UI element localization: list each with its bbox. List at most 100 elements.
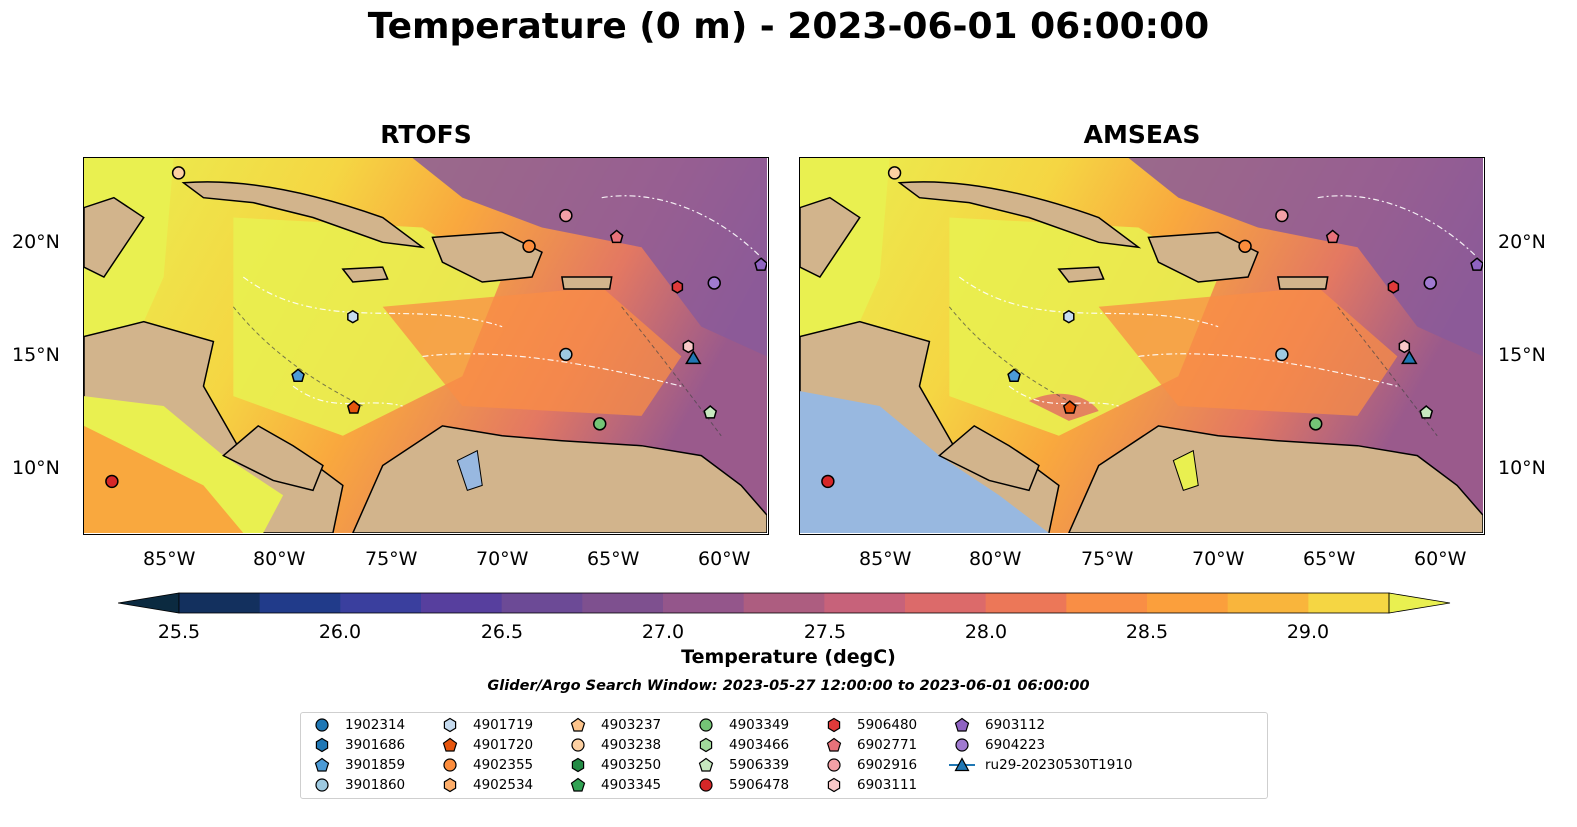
legend-item: 6904223 (949, 735, 1045, 755)
colorbar-tick-label: 27.5 (803, 621, 847, 643)
legend-label: 4903238 (601, 737, 662, 753)
colorbar-segment (1227, 593, 1309, 613)
circle-marker-icon (315, 778, 329, 792)
legend-label: 4902355 (473, 757, 534, 773)
colorbar-segment (663, 593, 745, 613)
hexagon-marker-icon (699, 737, 713, 753)
legend-item: 6903111 (821, 775, 917, 795)
colorbar-segment (1066, 593, 1148, 613)
pentagon-marker-icon (826, 737, 842, 752)
circle-marker-icon (827, 758, 841, 772)
colorbar-segment (743, 593, 825, 613)
colorbar-title: Temperature (degC) (681, 646, 896, 668)
legend-label: 1902314 (345, 717, 406, 733)
rtofs-map-canvas (83, 158, 768, 534)
circle-marker-icon (699, 718, 713, 732)
x-tick-label: 65°W (587, 548, 640, 570)
legend-item: 6902916 (821, 755, 917, 775)
colorbar-outline (178, 592, 1390, 614)
hexagon-marker-icon (443, 777, 457, 793)
legend-label: 4903349 (729, 717, 790, 733)
x-tick-label: 60°W (1414, 548, 1467, 570)
legend-item: 3901859 (309, 755, 405, 775)
legend-label: 6904223 (985, 737, 1046, 753)
colorbar-tick-label: 28.5 (1125, 621, 1169, 643)
legend-label: 6903111 (857, 777, 918, 793)
legend-label: 5906480 (857, 717, 918, 733)
x-tick-label: 85°W (859, 548, 912, 570)
y-tick-label: 15°N (12, 344, 60, 366)
circle-marker-icon (571, 738, 585, 752)
hexagon-marker-icon (443, 717, 457, 733)
colorbar-extend-low (118, 592, 180, 614)
colorbar-segment (1147, 593, 1229, 613)
legend-label: 6903112 (985, 717, 1046, 733)
legend-item: 4903250 (565, 755, 661, 775)
legend-item: 4903349 (693, 715, 789, 735)
x-tick-label: 80°W (969, 548, 1022, 570)
legend-item: 4902534 (437, 775, 533, 795)
colorbar-segment (1308, 593, 1390, 613)
legend-item: 3901686 (309, 735, 405, 755)
legend-label: 3901860 (345, 777, 406, 793)
x-tick-label: 85°W (143, 548, 196, 570)
colorbar (118, 592, 1451, 614)
x-tick-label: 65°W (1303, 548, 1356, 570)
legend-item: 1902314 (309, 715, 405, 735)
legend-item: 4903238 (565, 735, 661, 755)
pentagon-marker-icon (698, 757, 714, 772)
legend-label: ru29-20230530T1910 (985, 757, 1133, 773)
legend-label: 4901720 (473, 737, 534, 753)
colorbar-tick-label: 28.0 (964, 621, 1008, 643)
colorbar-segment (179, 593, 261, 613)
colorbar-tick-label: 27.0 (641, 621, 685, 643)
circle-marker-icon (315, 718, 329, 732)
pentagon-marker-icon (570, 777, 586, 792)
colorbar-segment (421, 593, 503, 613)
hexagon-marker-icon (315, 737, 329, 753)
colorbar-segment (905, 593, 987, 613)
colorbar-segment (501, 593, 583, 613)
amseas-map-canvas (799, 158, 1484, 534)
colorbar-tick-label: 26.0 (318, 621, 362, 643)
legend-label: 4902534 (473, 777, 534, 793)
pentagon-marker-icon (570, 717, 586, 732)
panel-title-rtofs: RTOFS (380, 120, 472, 149)
rtofs-markers (105, 166, 768, 489)
x-tick-label: 80°W (253, 548, 306, 570)
x-tick-label: 70°W (476, 548, 529, 570)
legend-label: 4903345 (601, 777, 662, 793)
colorbar-tick-label: 25.5 (157, 621, 201, 643)
circle-marker-icon (699, 778, 713, 792)
legend-item: ru29-20230530T1910 (949, 755, 1132, 775)
legend-item: 5906478 (693, 775, 789, 795)
amseas-map (799, 157, 1485, 535)
colorbar-segment (340, 593, 422, 613)
legend-item: 4902355 (437, 755, 533, 775)
legend-item: 4903237 (565, 715, 661, 735)
rtofs-map (83, 157, 769, 535)
pentagon-marker-icon (314, 757, 330, 772)
legend-label: 3901686 (345, 737, 406, 753)
circle-marker-icon (955, 738, 969, 752)
legend-label: 4901719 (473, 717, 534, 733)
colorbar-segment (824, 593, 906, 613)
colorbar-segment (259, 593, 341, 613)
legend-item: 4901720 (437, 735, 533, 755)
amseas-markers (821, 166, 1484, 489)
x-tick-label: 75°W (365, 548, 418, 570)
x-tick-label: 70°W (1192, 548, 1245, 570)
search-window-text: Glider/Argo Search Window: 2023-05-27 12… (487, 678, 1090, 694)
legend-label: 4903466 (729, 737, 790, 753)
legend-label: 6902771 (857, 737, 918, 753)
panel-title-amseas: AMSEAS (1083, 120, 1201, 149)
legend-item: 5906339 (693, 755, 789, 775)
legend-item: 6902771 (821, 735, 917, 755)
y-tick-label: 10°N (12, 457, 60, 479)
legend-label: 5906339 (729, 757, 790, 773)
legend-item: 4901719 (437, 715, 533, 735)
x-tick-label: 75°W (1081, 548, 1134, 570)
x-tick-label: 60°W (698, 548, 751, 570)
legend-label: 5906478 (729, 777, 790, 793)
y-tick-label: 10°N (1498, 457, 1546, 479)
